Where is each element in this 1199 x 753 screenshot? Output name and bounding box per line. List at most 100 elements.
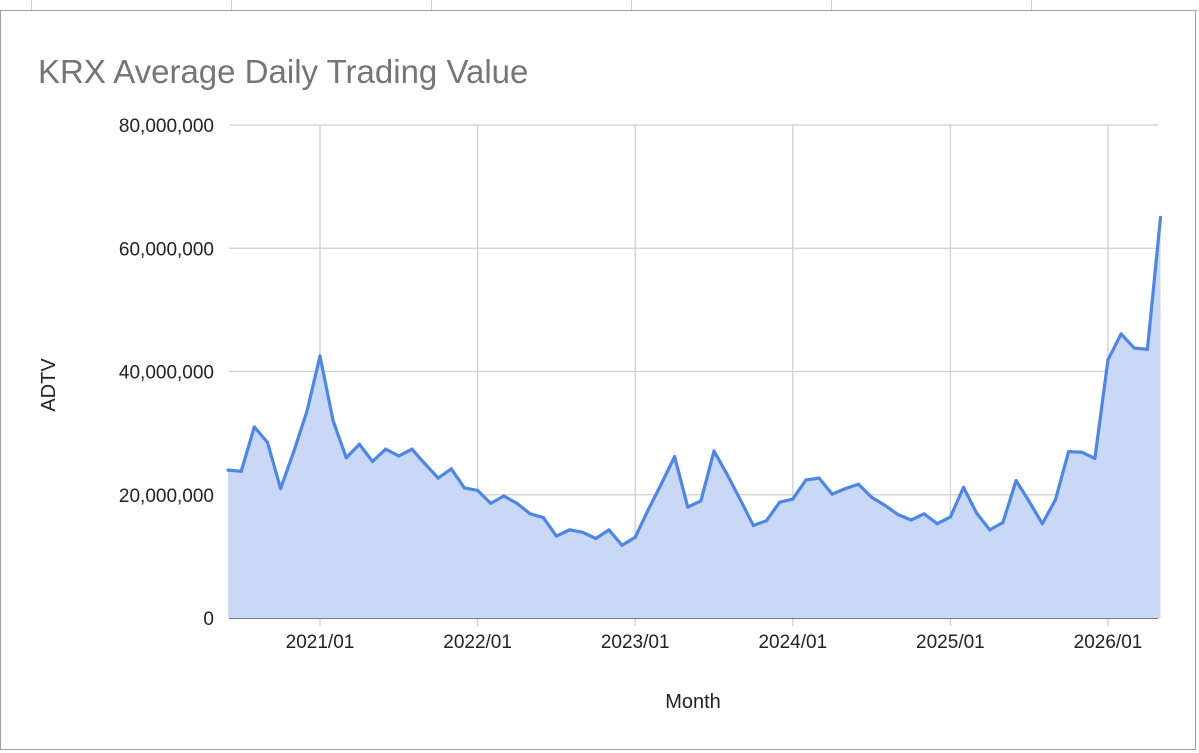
sheet-column-divider xyxy=(431,0,432,10)
data-point xyxy=(554,534,559,538)
data-point xyxy=(725,472,729,477)
data-point xyxy=(778,500,782,504)
data-point xyxy=(1001,520,1005,525)
x-tick-label: 2025/01 xyxy=(916,632,985,653)
data-point xyxy=(384,447,388,451)
data-point xyxy=(515,501,519,505)
data-point xyxy=(1093,456,1097,460)
data-point xyxy=(686,505,690,509)
area-fill xyxy=(228,217,1161,618)
data-point xyxy=(870,495,874,499)
x-tick-label: 2022/01 xyxy=(443,632,512,653)
data-point xyxy=(922,512,926,516)
data-point xyxy=(673,454,677,459)
sheet-column-divider xyxy=(631,0,632,10)
data-point xyxy=(699,499,703,503)
data-point xyxy=(620,543,624,547)
sheet-column-divider xyxy=(31,0,32,10)
data-point xyxy=(279,486,283,491)
data-point xyxy=(357,442,361,446)
data-point xyxy=(594,536,598,541)
data-point xyxy=(896,512,900,517)
data-point xyxy=(370,459,375,464)
data-point xyxy=(646,507,650,512)
data-point xyxy=(1067,450,1071,454)
data-point xyxy=(305,409,309,414)
data-point xyxy=(975,511,979,515)
data-point xyxy=(909,518,913,522)
data-point xyxy=(436,476,440,480)
data-point xyxy=(462,486,467,490)
data-point xyxy=(856,482,861,486)
data-point xyxy=(410,447,414,451)
chart-title: KRX Average Daily Trading Value xyxy=(38,53,529,90)
data-point xyxy=(607,528,611,532)
data-point xyxy=(541,515,545,520)
data-point xyxy=(633,535,637,539)
data-point xyxy=(1080,450,1084,454)
data-point xyxy=(988,528,992,532)
sheet-column-divider xyxy=(231,0,232,10)
data-point xyxy=(1119,332,1123,336)
data-point xyxy=(265,440,270,444)
y-tick-label: 0 xyxy=(203,609,214,630)
x-axis-ticks: 2021/01 2022/01 2023/01 2024/01 2025/01 2026/… xyxy=(286,632,1143,653)
data-point xyxy=(1014,478,1018,483)
data-point xyxy=(751,523,756,528)
data-point xyxy=(712,449,716,453)
data-point xyxy=(948,515,953,519)
y-axis-label: ADTV xyxy=(38,358,60,412)
data-point xyxy=(764,519,769,523)
data-point xyxy=(738,498,742,502)
y-tick-label: 60,000,000 xyxy=(119,239,214,260)
data-point xyxy=(252,425,256,429)
data-point xyxy=(935,522,939,526)
y-axis-ticks: 0 20,000,000 40,000,000 60,000,000 80,000,00… xyxy=(119,116,214,630)
x-tick-label: 2026/01 xyxy=(1074,632,1143,653)
series-line xyxy=(226,215,1163,547)
data-point xyxy=(1053,498,1058,502)
area-series xyxy=(226,215,1163,618)
data-point xyxy=(292,450,296,454)
y-tick-label: 40,000,000 xyxy=(119,363,214,384)
data-point xyxy=(804,478,808,482)
data-point xyxy=(1106,358,1110,362)
data-point xyxy=(843,486,847,491)
data-point xyxy=(423,462,427,466)
data-point xyxy=(1027,499,1031,504)
data-point xyxy=(489,501,493,505)
chart-container[interactable]: KRX Average Daily Trading Value xyxy=(0,10,1196,750)
data-point xyxy=(567,528,572,532)
x-tick-label: 2023/01 xyxy=(601,632,670,653)
data-point xyxy=(830,492,834,496)
y-tick-label: 20,000,000 xyxy=(119,486,214,507)
data-point xyxy=(791,497,795,501)
data-point xyxy=(239,469,243,473)
data-point xyxy=(344,456,348,460)
data-point xyxy=(318,354,322,358)
data-point xyxy=(476,488,480,493)
data-point xyxy=(659,482,664,486)
data-point xyxy=(817,476,821,480)
sheet-column-divider xyxy=(831,0,832,10)
data-point xyxy=(1158,215,1163,220)
x-axis-label: Month xyxy=(665,691,721,713)
data-point xyxy=(581,530,585,534)
data-point xyxy=(397,454,401,458)
data-point xyxy=(502,494,506,498)
data-point xyxy=(331,419,335,423)
x-tick-label: 2024/01 xyxy=(758,632,827,653)
x-tick-label: 2021/01 xyxy=(286,632,355,653)
data-point xyxy=(1145,347,1149,351)
sheet-column-divider xyxy=(1031,0,1032,10)
data-point xyxy=(528,512,532,516)
data-point xyxy=(226,468,230,472)
data-point xyxy=(1040,522,1044,526)
data-point xyxy=(961,485,966,489)
y-tick-label: 80,000,000 xyxy=(119,116,214,137)
data-point xyxy=(883,503,887,507)
data-point xyxy=(449,467,453,471)
data-point xyxy=(1132,346,1136,350)
